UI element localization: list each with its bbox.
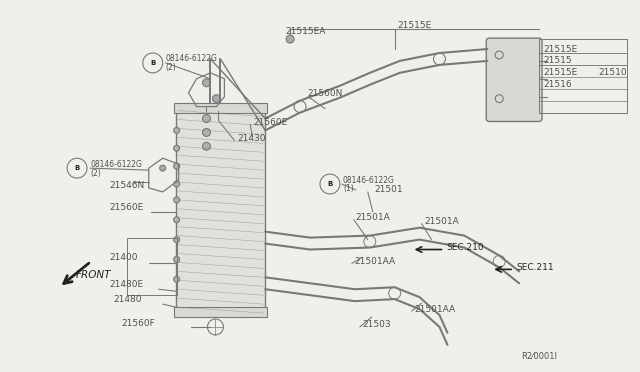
Circle shape — [173, 197, 180, 203]
Text: B: B — [327, 181, 333, 187]
Text: (2): (2) — [166, 63, 177, 73]
Circle shape — [173, 163, 180, 169]
Text: 21546N: 21546N — [109, 180, 144, 189]
Text: 21515E: 21515E — [543, 68, 577, 77]
Text: 08146-6122G: 08146-6122G — [166, 54, 218, 64]
Circle shape — [173, 217, 180, 223]
Text: 21501AA: 21501AA — [415, 305, 456, 314]
Text: 08146-6122G: 08146-6122G — [343, 176, 395, 185]
Text: 21516: 21516 — [543, 80, 572, 89]
Circle shape — [202, 79, 211, 87]
Bar — [127, 238, 177, 295]
FancyBboxPatch shape — [486, 38, 542, 122]
Text: 21510: 21510 — [599, 68, 627, 77]
Text: 21560E: 21560E — [109, 203, 143, 212]
Circle shape — [173, 145, 180, 151]
Text: B: B — [150, 60, 156, 66]
Text: R2⁄0001I: R2⁄0001I — [521, 352, 557, 361]
Circle shape — [202, 115, 211, 122]
Bar — [173, 103, 268, 113]
Circle shape — [286, 35, 294, 43]
Circle shape — [160, 165, 166, 171]
Text: (2): (2) — [90, 169, 100, 177]
Text: 21560N: 21560N — [307, 89, 342, 98]
Text: B: B — [74, 165, 80, 171]
Text: 21515: 21515 — [543, 57, 572, 65]
Circle shape — [173, 256, 180, 262]
Text: 21501A: 21501A — [424, 217, 460, 226]
Text: SEC.210: SEC.210 — [447, 243, 484, 252]
Text: 21515E: 21515E — [397, 21, 432, 30]
Circle shape — [173, 128, 180, 134]
Text: 21501: 21501 — [375, 186, 403, 195]
Text: 21400: 21400 — [109, 253, 138, 262]
Bar — [175, 110, 265, 309]
Text: 21430: 21430 — [237, 134, 266, 143]
Bar — [173, 307, 268, 317]
Text: 21560E: 21560E — [253, 118, 287, 127]
Circle shape — [173, 181, 180, 187]
Text: 21503: 21503 — [363, 320, 392, 330]
Text: 21501AA: 21501AA — [355, 257, 396, 266]
Bar — [539, 39, 627, 113]
Circle shape — [212, 95, 220, 103]
Text: 21501A: 21501A — [356, 213, 390, 222]
Text: (1): (1) — [343, 185, 354, 193]
Text: 21515E: 21515E — [543, 45, 577, 54]
Text: 21515EA: 21515EA — [285, 27, 326, 36]
Circle shape — [202, 128, 211, 137]
Text: SEC.211: SEC.211 — [516, 263, 554, 272]
Text: 21560F: 21560F — [121, 320, 155, 328]
Circle shape — [173, 276, 180, 282]
Circle shape — [202, 142, 211, 150]
Text: FRONT: FRONT — [76, 270, 111, 280]
Text: 08146-6122G: 08146-6122G — [90, 160, 142, 169]
Text: 21480E: 21480E — [109, 280, 143, 289]
Text: 21480: 21480 — [113, 295, 141, 304]
Circle shape — [173, 237, 180, 243]
